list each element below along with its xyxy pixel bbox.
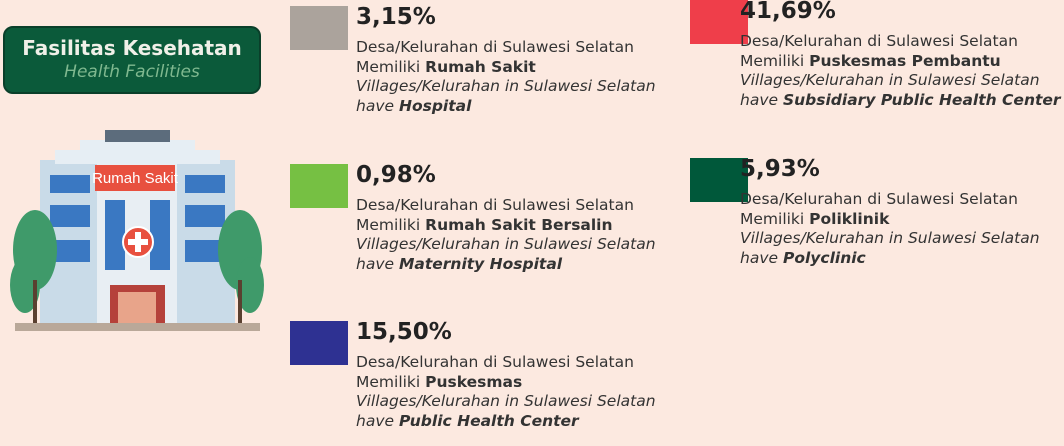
facility-name-en: Polyclinic xyxy=(782,248,866,267)
desc-prefix-en: have xyxy=(356,254,395,273)
desc-line: Memiliki Rumah Sakit xyxy=(356,58,656,78)
title: Fasilitas Kesehatan xyxy=(22,36,242,60)
desc-line: Desa/Kelurahan di Sulawesi Selatan xyxy=(356,196,634,214)
desc-prefix-en: have xyxy=(740,248,779,267)
desc-prefix-en: have xyxy=(740,90,779,109)
color-square xyxy=(290,6,348,50)
subtitle: Health Facilities xyxy=(64,62,200,82)
sign-text: Rumah Sakit xyxy=(92,170,179,187)
desc-line-en: Villages/Kelurahan in Sulawesi Selatan xyxy=(356,235,656,253)
facility-name-en: Maternity Hospital xyxy=(398,254,563,273)
title-box: Fasilitas Kesehatan Health Facilities xyxy=(3,26,261,94)
facility-name: Rumah Sakit xyxy=(425,57,536,76)
desc-line-en: have Subsidiary Public Health Center xyxy=(740,91,1061,111)
percent: 41,69% xyxy=(740,0,836,24)
facility-name: Poliklinik xyxy=(809,209,890,228)
desc-prefix: Memiliki xyxy=(740,209,805,228)
hospital-illustration: Rumah Sakit xyxy=(10,130,264,331)
desc-line-en: Villages/Kelurahan in Sulawesi Selatan xyxy=(740,71,1040,89)
desc-prefix-en: have xyxy=(356,96,395,115)
desc-line: Desa/Kelurahan di Sulawesi Selatan xyxy=(356,38,634,56)
desc-prefix: Memiliki xyxy=(356,372,421,391)
desc-line: Desa/Kelurahan di Sulawesi Selatan xyxy=(356,353,634,371)
percent: 15,50% xyxy=(356,319,452,345)
percent: 3,15% xyxy=(356,4,436,30)
desc-line-en: have Hospital xyxy=(356,97,656,117)
desc-prefix: Memiliki xyxy=(356,57,421,76)
desc-line: Memiliki Rumah Sakit Bersalin xyxy=(356,216,656,236)
percent: 0,98% xyxy=(356,162,436,188)
facility-name: Rumah Sakit Bersalin xyxy=(425,215,613,234)
facility-name-en: Subsidiary Public Health Center xyxy=(782,90,1061,109)
desc-prefix: Memiliki xyxy=(740,51,805,70)
desc-line-en: Villages/Kelurahan in Sulawesi Selatan xyxy=(740,229,1040,247)
desc-line: Desa/Kelurahan di Sulawesi Selatan xyxy=(740,32,1018,50)
desc-line-en: Villages/Kelurahan in Sulawesi Selatan xyxy=(356,77,656,95)
facility-name: Puskesmas Pembantu xyxy=(809,51,1001,70)
stat-text: 5,93% Desa/Kelurahan di Sulawesi Selatan M… xyxy=(740,154,1040,268)
desc-prefix: Memiliki xyxy=(356,215,421,234)
facility-name-en: Public Health Center xyxy=(398,411,579,430)
desc-line-en: have Maternity Hospital xyxy=(356,255,656,275)
desc-line: Memiliki Puskesmas xyxy=(356,373,656,393)
stat-text: 41,69% Desa/Kelurahan di Sulawesi Selatan… xyxy=(740,0,1061,110)
desc-line: Memiliki Poliklinik xyxy=(740,210,1040,230)
desc-line-en: Villages/Kelurahan in Sulawesi Selatan xyxy=(356,392,656,410)
color-square xyxy=(290,164,348,208)
desc-line: Desa/Kelurahan di Sulawesi Selatan xyxy=(740,190,1018,208)
desc-line: Memiliki Puskesmas Pembantu xyxy=(740,52,1061,72)
stat-text: 3,15% Desa/Kelurahan di Sulawesi Selatan M… xyxy=(356,2,656,116)
color-square xyxy=(290,321,348,365)
facility-name: Puskesmas xyxy=(425,372,523,391)
desc-prefix-en: have xyxy=(356,411,395,430)
desc-line-en: have Polyclinic xyxy=(740,249,1040,269)
stat-text: 15,50% Desa/Kelurahan di Sulawesi Selatan… xyxy=(356,317,656,431)
color-square xyxy=(690,0,748,44)
desc-line-en: have Public Health Center xyxy=(356,412,656,432)
facility-name-en: Hospital xyxy=(398,96,472,115)
percent: 5,93% xyxy=(740,156,820,182)
stat-text: 0,98% Desa/Kelurahan di Sulawesi Selatan M… xyxy=(356,160,656,274)
color-square xyxy=(690,158,748,202)
